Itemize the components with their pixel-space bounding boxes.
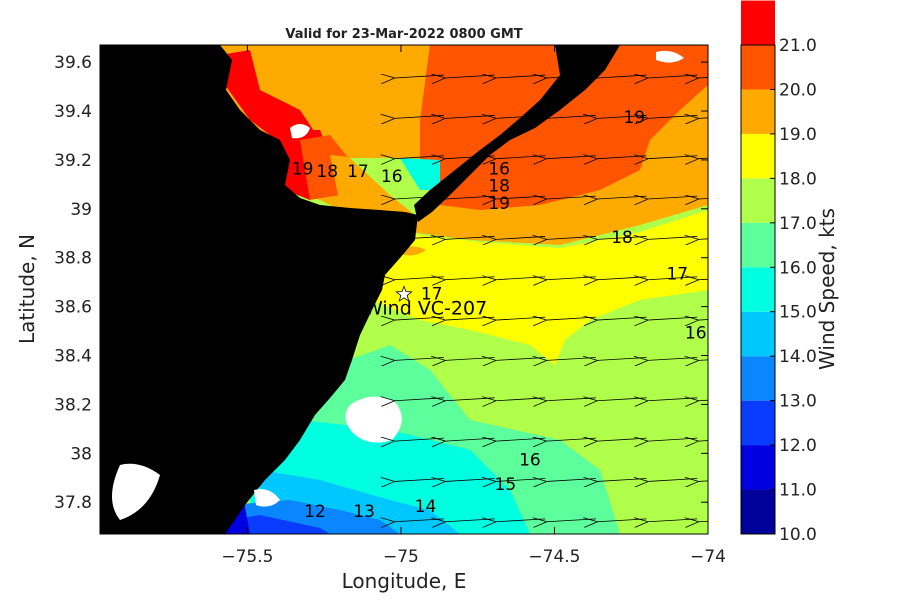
colorbar-tick-label: 13.0	[779, 392, 817, 412]
wind-vector	[699, 236, 708, 239]
wind-vector	[699, 357, 708, 360]
wind-vector	[699, 478, 708, 481]
colorbar-tick-label: 20.0	[779, 80, 817, 100]
x-axis-ticks: −75.5 −75 −74.5 −74	[221, 45, 726, 567]
y-tick-label: 38.2	[54, 395, 92, 415]
contour-label: 19	[488, 194, 510, 214]
land-mass	[100, 45, 620, 534]
colorbar-frame	[740, 44, 776, 535]
contour-label: 19	[623, 108, 645, 128]
contour-label: 16	[488, 160, 510, 180]
colorbar-swatch	[741, 489, 775, 534]
y-axis-ticks: 37.8 38 38.2 38.4 38.6 38.8 39 39.2 39.4 39.6	[54, 53, 708, 513]
colorbar-tick-label: 18.0	[779, 169, 817, 189]
wind-vector	[699, 438, 708, 441]
contour-label: 16	[381, 167, 403, 187]
colorbar-swatch	[741, 356, 775, 401]
x-axis-label: Longitude, E	[342, 569, 467, 593]
no-data-patches	[112, 50, 684, 520]
wind-vectors	[395, 75, 708, 522]
colorbar-tick-label: 21.0	[779, 36, 817, 56]
contour-label: 12	[304, 502, 326, 522]
wind-vector	[699, 519, 708, 522]
colorbar-tick-label: 19.0	[779, 125, 817, 145]
contour-label: 18	[316, 162, 338, 182]
contour-label: 17	[347, 162, 369, 182]
colorbar-tick-label: 15.0	[779, 303, 817, 323]
station-marker: Wind VC-207	[364, 285, 487, 319]
contour-label: 13	[353, 502, 375, 522]
x-tick-label: −75	[383, 547, 419, 567]
contour-label: 16	[685, 323, 707, 343]
station-label: Wind VC-207	[364, 297, 487, 319]
y-tick-label: 38	[70, 444, 92, 464]
map-frame	[99, 44, 709, 535]
contour-label: 15	[495, 475, 517, 495]
colorbar-swatch	[741, 445, 775, 490]
wind-vector	[699, 115, 708, 118]
y-tick-label: 37.8	[54, 493, 92, 513]
x-tick-label: −74.5	[528, 547, 580, 567]
wind-vector	[699, 196, 708, 199]
wind-vector	[699, 277, 708, 280]
y-tick-label: 39.6	[54, 53, 92, 73]
colorbar-swatch	[741, 0, 775, 45]
wind-vector	[699, 398, 708, 401]
colorbar-swatch	[741, 267, 775, 312]
contour-label: 18	[611, 228, 633, 248]
wind-vector	[699, 317, 708, 320]
x-tick-label: −74	[690, 547, 726, 567]
wind-vector	[699, 75, 708, 78]
contour-label: 17	[666, 265, 688, 285]
colorbar-swatch	[741, 311, 775, 357]
contour-label: 17	[421, 284, 443, 304]
x-tick-label: −75.5	[221, 547, 273, 567]
colorbar-swatch	[741, 222, 775, 268]
colorbar: 10.0 11.0 12.0 13.0 14.0 15.0 16.0 17.0 18.0 19.0…	[741, 0, 817, 545]
y-tick-label: 39.4	[54, 102, 92, 122]
colorbar-swatch	[741, 178, 775, 223]
colorbar-label: Wind Speed, kts	[815, 208, 839, 370]
y-tick-label: 39	[70, 200, 92, 220]
colorbar-tick-label: 16.0	[779, 258, 817, 278]
contour-label: 14	[415, 497, 437, 517]
contour-label: 18	[488, 177, 510, 197]
wind-speed-fill	[100, 45, 708, 534]
colorbar-swatch	[741, 89, 775, 134]
colorbar-tick-label: 11.0	[779, 481, 817, 501]
chart-title: Valid for 23-Mar-2022 0800 GMT	[285, 27, 522, 42]
colorbar-swatch	[741, 400, 775, 446]
colorbar-tick-label: 10.0	[779, 525, 817, 545]
contour-label: 19	[292, 160, 314, 180]
colorbar-swatch	[741, 133, 775, 179]
colorbar-tick-label: 14.0	[779, 347, 817, 367]
y-tick-label: 38.4	[54, 347, 92, 367]
y-tick-label: 38.6	[54, 298, 92, 318]
colorbar-tick-label: 12.0	[779, 436, 817, 456]
contour-label: 16	[519, 451, 541, 471]
contour-label: 17	[362, 238, 384, 258]
colorbar-tick-label: 17.0	[779, 214, 817, 234]
y-tick-label: 38.8	[54, 249, 92, 269]
y-tick-label: 39.2	[54, 151, 92, 171]
y-axis-label: Latitude, N	[15, 234, 39, 344]
colorbar-swatch	[741, 45, 775, 90]
wind-vector	[699, 156, 708, 159]
